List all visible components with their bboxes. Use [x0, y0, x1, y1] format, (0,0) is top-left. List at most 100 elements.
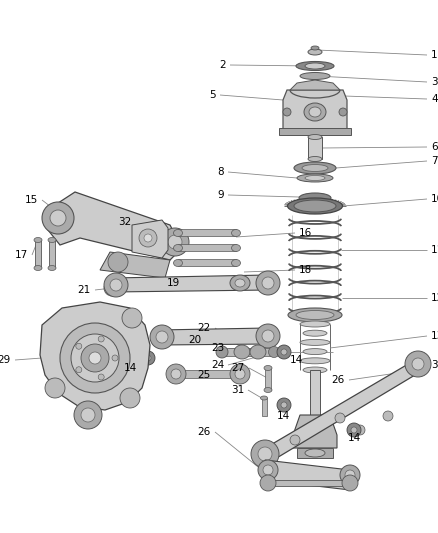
Ellipse shape	[303, 367, 327, 373]
Ellipse shape	[287, 198, 343, 214]
Text: 24: 24	[211, 360, 224, 370]
Text: 25: 25	[197, 370, 210, 380]
Circle shape	[166, 364, 186, 384]
Circle shape	[335, 413, 345, 423]
Circle shape	[145, 355, 151, 361]
Circle shape	[260, 475, 276, 491]
Ellipse shape	[308, 134, 322, 140]
Circle shape	[281, 349, 287, 355]
Ellipse shape	[299, 193, 331, 203]
Circle shape	[251, 440, 279, 468]
Text: 14: 14	[290, 355, 303, 365]
Polygon shape	[48, 192, 182, 260]
Circle shape	[141, 351, 155, 365]
Ellipse shape	[48, 238, 56, 243]
Text: 31: 31	[231, 385, 244, 395]
Ellipse shape	[302, 165, 328, 172]
Ellipse shape	[288, 308, 342, 322]
Text: 9: 9	[217, 190, 224, 200]
Text: 11: 11	[431, 245, 438, 255]
Circle shape	[60, 323, 130, 393]
Ellipse shape	[311, 46, 319, 50]
Polygon shape	[132, 220, 168, 258]
Circle shape	[104, 273, 128, 297]
Text: 30: 30	[431, 360, 438, 370]
Ellipse shape	[305, 63, 325, 69]
Circle shape	[342, 475, 358, 491]
Circle shape	[262, 277, 274, 289]
Polygon shape	[112, 275, 272, 292]
Circle shape	[81, 408, 95, 422]
Ellipse shape	[48, 265, 56, 271]
Circle shape	[277, 345, 291, 359]
Circle shape	[45, 378, 65, 398]
Circle shape	[347, 423, 361, 437]
Ellipse shape	[305, 175, 325, 181]
Circle shape	[110, 279, 122, 291]
Circle shape	[108, 284, 116, 292]
Text: 19: 19	[167, 278, 180, 288]
Circle shape	[235, 369, 245, 379]
Bar	[310, 370, 320, 425]
Ellipse shape	[250, 345, 266, 359]
Bar	[49, 240, 55, 268]
Ellipse shape	[232, 245, 240, 252]
Ellipse shape	[261, 396, 268, 400]
Ellipse shape	[294, 200, 336, 212]
Circle shape	[355, 425, 365, 435]
Text: 27: 27	[232, 363, 245, 373]
Text: 13: 13	[431, 331, 438, 341]
Ellipse shape	[300, 72, 330, 79]
Circle shape	[74, 401, 102, 429]
Bar	[178, 259, 236, 266]
Ellipse shape	[234, 345, 250, 359]
Text: 14: 14	[124, 363, 137, 373]
Ellipse shape	[303, 349, 327, 354]
Bar	[178, 229, 236, 236]
Circle shape	[76, 343, 82, 349]
Circle shape	[42, 202, 74, 234]
Ellipse shape	[216, 346, 228, 358]
Circle shape	[71, 334, 119, 382]
Text: 1: 1	[431, 50, 438, 60]
Bar	[218, 348, 276, 356]
Polygon shape	[158, 328, 272, 345]
Bar	[265, 368, 271, 390]
Circle shape	[262, 330, 274, 342]
Bar	[178, 244, 236, 251]
Ellipse shape	[305, 449, 325, 457]
Bar	[268, 480, 350, 486]
Ellipse shape	[173, 230, 183, 237]
Ellipse shape	[230, 275, 250, 291]
Ellipse shape	[235, 279, 245, 287]
Text: 21: 21	[78, 285, 91, 295]
Circle shape	[120, 388, 140, 408]
Ellipse shape	[232, 230, 240, 237]
Circle shape	[112, 355, 118, 361]
Circle shape	[383, 411, 393, 421]
Text: 22: 22	[198, 323, 211, 333]
Ellipse shape	[232, 260, 240, 266]
Ellipse shape	[300, 340, 330, 345]
Circle shape	[50, 210, 66, 226]
Text: 29: 29	[0, 355, 11, 365]
Text: 7: 7	[431, 156, 438, 166]
Bar	[172, 370, 244, 378]
Text: 32: 32	[118, 217, 131, 227]
Text: 8: 8	[217, 167, 224, 177]
Circle shape	[76, 367, 82, 373]
Ellipse shape	[173, 260, 183, 266]
Circle shape	[277, 398, 291, 412]
Ellipse shape	[173, 245, 183, 252]
Circle shape	[412, 358, 424, 370]
Circle shape	[345, 470, 355, 480]
Circle shape	[230, 364, 250, 384]
Ellipse shape	[309, 107, 321, 117]
Polygon shape	[265, 460, 355, 490]
Text: 14: 14	[276, 411, 290, 421]
Text: 5: 5	[209, 90, 216, 100]
Circle shape	[340, 465, 360, 485]
Ellipse shape	[339, 108, 347, 116]
Circle shape	[258, 460, 278, 480]
Text: 2: 2	[219, 60, 226, 70]
